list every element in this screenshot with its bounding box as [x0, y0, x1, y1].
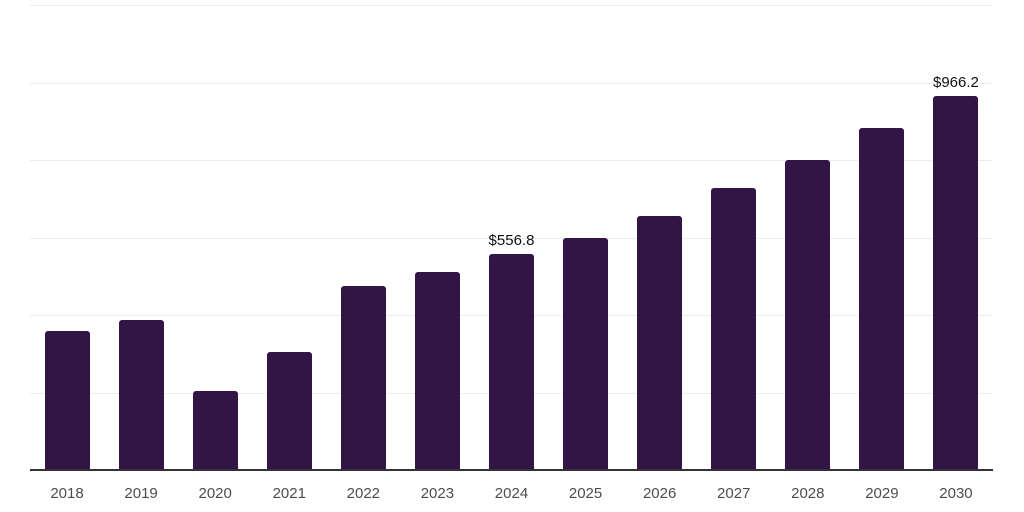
bar-2028	[785, 159, 831, 470]
x-tick-label-2021: 2021	[272, 485, 306, 502]
x-tick-label-2026: 2026	[642, 485, 677, 502]
bar-2025	[563, 237, 609, 470]
gridline	[30, 5, 993, 6]
bar-2024	[489, 254, 534, 470]
bar-2029	[859, 127, 905, 470]
x-tick-label-2022: 2022	[346, 485, 381, 502]
x-tick-label-2027: 2027	[717, 485, 751, 502]
x-tick-label-2025: 2025	[568, 485, 603, 502]
x-axis-line	[30, 469, 993, 471]
x-tick-label-2020: 2020	[198, 485, 232, 502]
x-tick-label-2029: 2029	[865, 485, 899, 502]
bar-2027	[711, 188, 757, 470]
data-label-2024: $556.8	[488, 232, 535, 250]
bar-2020	[192, 390, 238, 470]
bar-2026	[637, 216, 683, 470]
gridline	[30, 82, 993, 84]
x-tick-label-2019: 2019	[124, 485, 158, 502]
bar-2030	[933, 95, 979, 470]
x-tick-label-2028: 2028	[791, 485, 825, 502]
x-tick-label-2023: 2023	[420, 485, 455, 502]
bar-2022	[340, 285, 386, 470]
data-label-2030: $966.2	[933, 73, 979, 91]
x-tick-label-2030: 2030	[939, 485, 973, 502]
x-tick-label-2018: 2018	[50, 485, 84, 502]
x-tick-label-2024: 2024	[494, 485, 529, 502]
gridline	[30, 160, 993, 161]
bar-2023	[414, 271, 460, 470]
bar-2019	[118, 320, 164, 470]
bar-2021	[266, 351, 312, 470]
bar-2018	[44, 330, 90, 470]
